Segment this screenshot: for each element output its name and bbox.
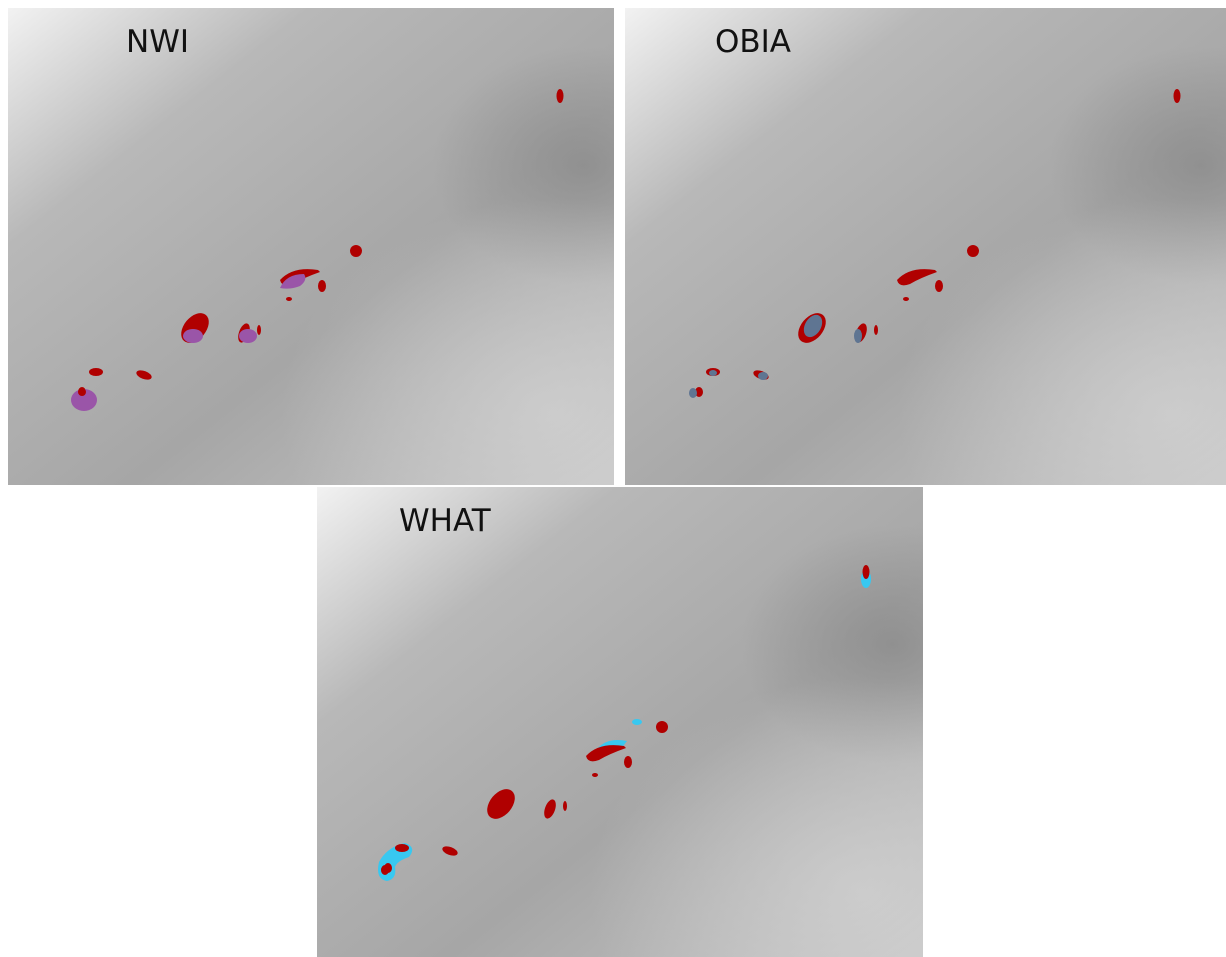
- page: {"panels": [{"title": "NWI"}, {"title": …: [0, 0, 1226, 957]
- panel-nwi: NWI: [8, 8, 614, 485]
- panel-title: NWI: [126, 24, 189, 60]
- panel-title: WHAT: [399, 503, 492, 539]
- panel-obia: OBIA: [625, 8, 1226, 485]
- figure: NWI OBIA WHAT: [0, 0, 1226, 957]
- panel-title: OBIA: [715, 24, 791, 60]
- panel-what: WHAT: [317, 487, 923, 957]
